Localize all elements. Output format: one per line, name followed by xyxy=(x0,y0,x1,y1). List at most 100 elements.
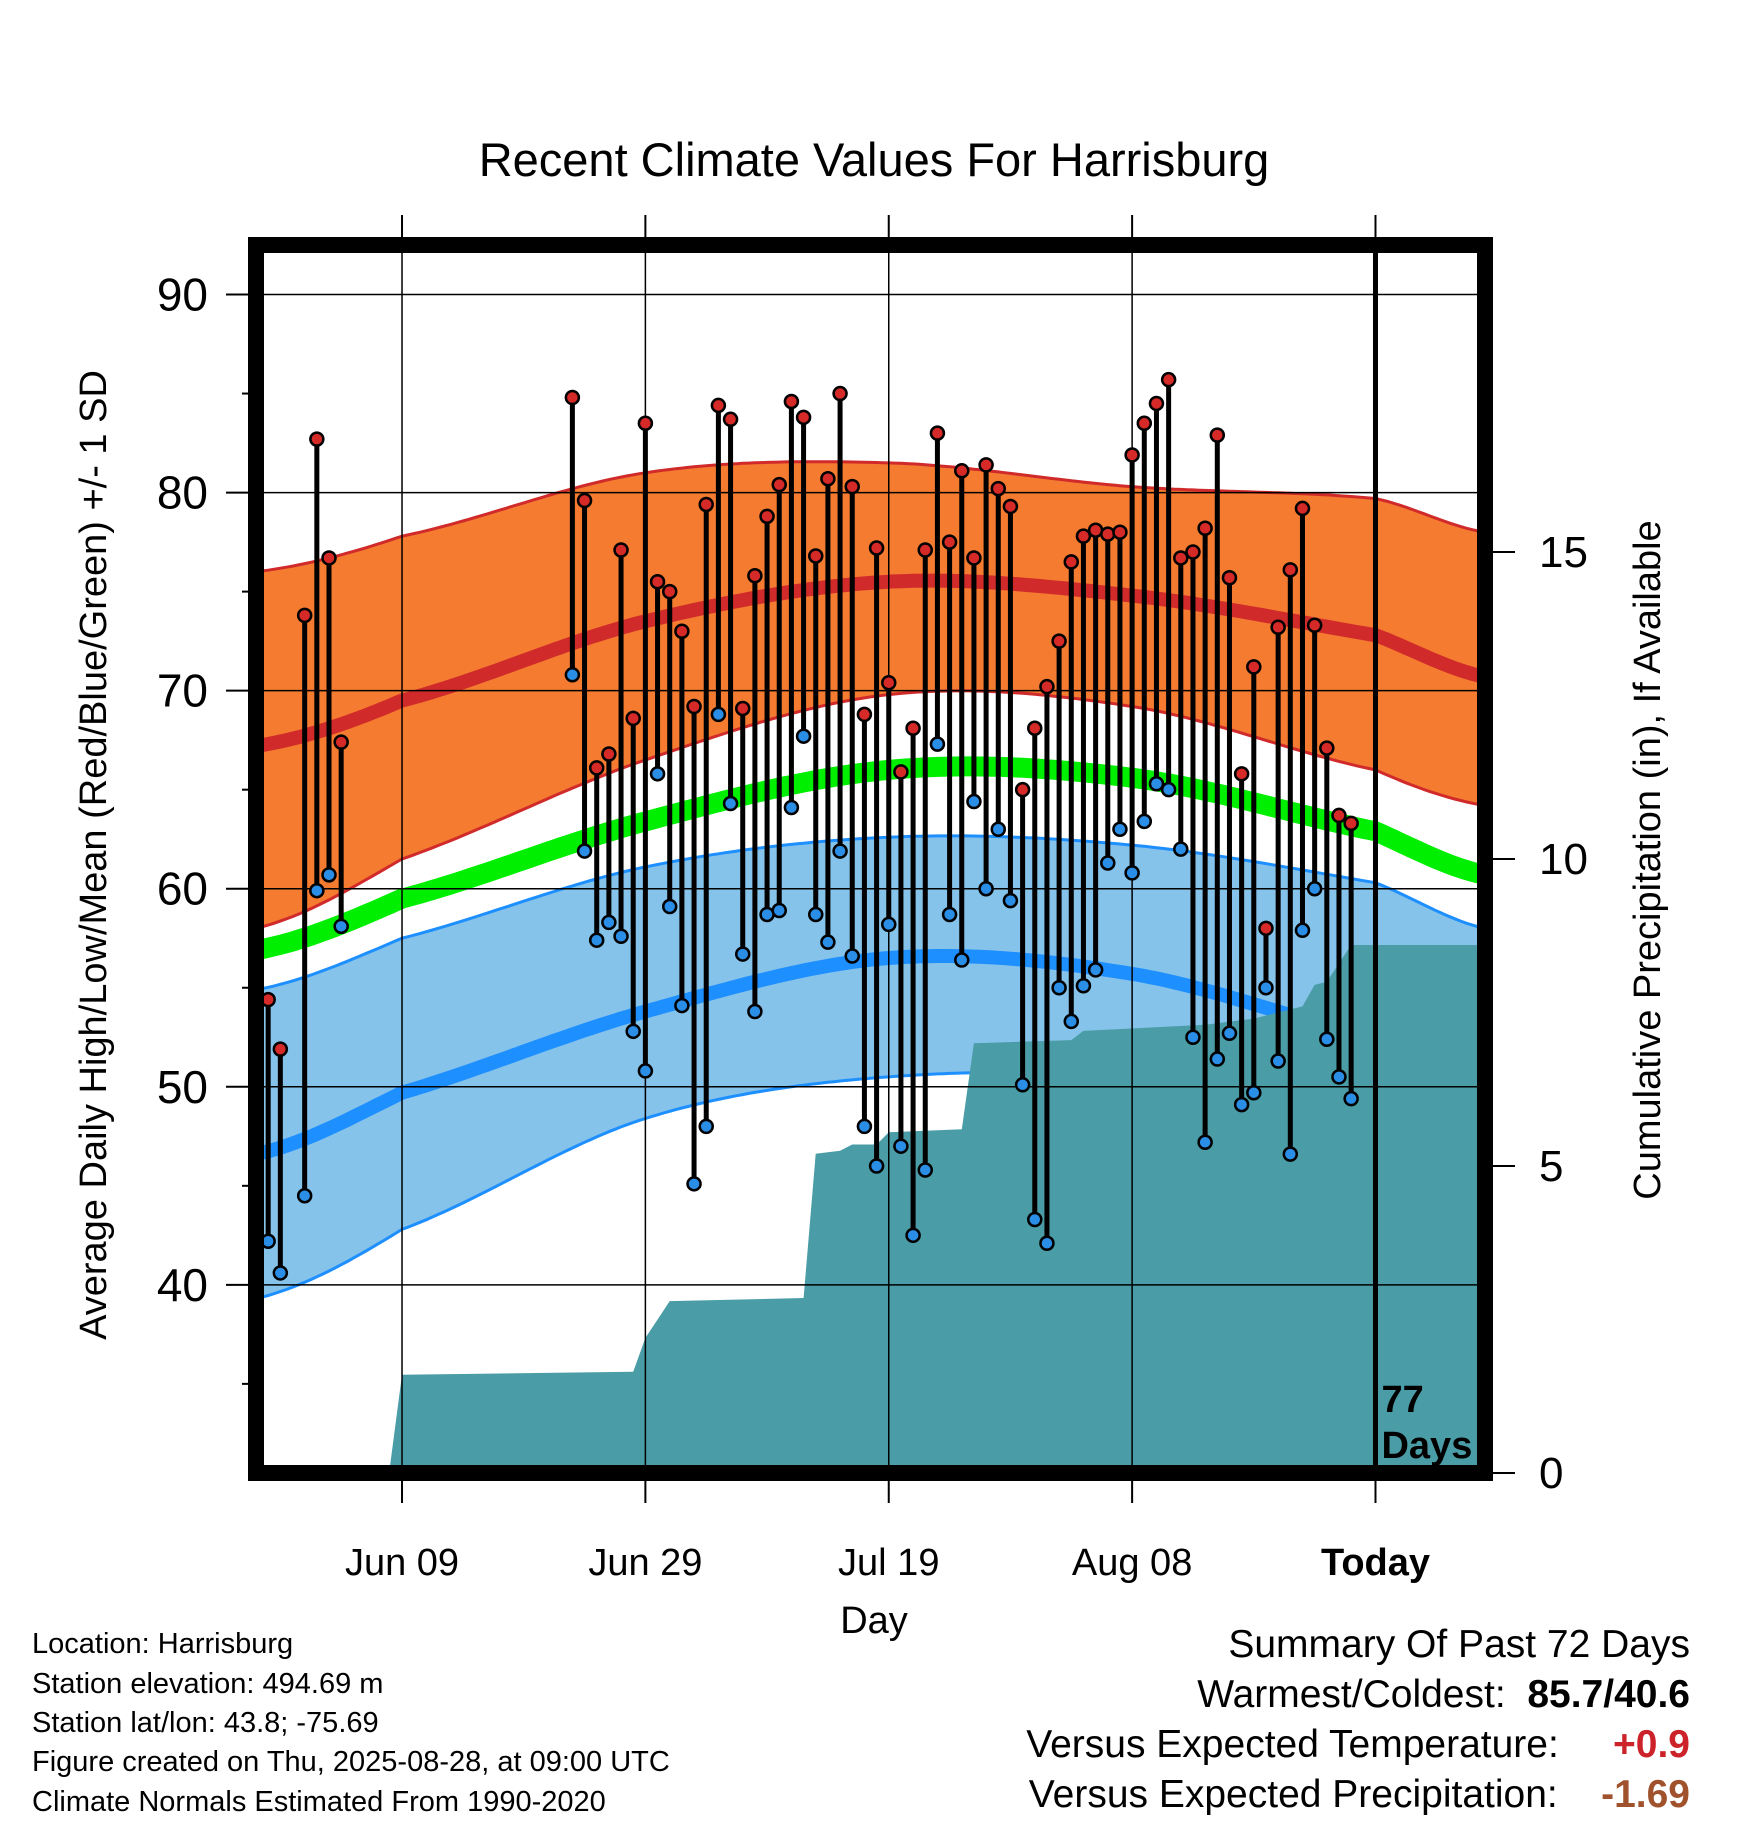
observed-high-point xyxy=(856,706,873,723)
observed-high-point xyxy=(1075,528,1092,544)
observed-high-point xyxy=(1233,766,1250,782)
observed-high-point xyxy=(674,623,690,639)
observed-low-point xyxy=(1282,1146,1299,1162)
precip-value: -1.69 xyxy=(1601,1773,1690,1816)
x-tick-label-4: Today xyxy=(1321,1542,1430,1584)
observed-high-point xyxy=(1112,524,1128,540)
observed-high-point xyxy=(1148,395,1165,412)
observed-low-point xyxy=(1246,1084,1262,1101)
observed-high-point xyxy=(1136,415,1153,432)
x-tick-label-1: Jun 29 xyxy=(588,1542,702,1584)
summary-warm-cold: Warmest/Coldest: 85.7/40.6 xyxy=(1197,1675,1690,1715)
observed-high-point xyxy=(1100,526,1116,542)
observed-high-point xyxy=(564,389,581,406)
observed-high-point xyxy=(296,607,313,624)
station-elevation: Station elevation: 494.69 m xyxy=(32,1668,384,1700)
observed-low-point xyxy=(1270,1053,1286,1069)
y-tick-label-90: 90 xyxy=(157,269,208,321)
observed-high-point xyxy=(917,542,934,558)
observed-high-point xyxy=(881,674,897,691)
chart-title: Recent Climate Values For Harrisburg xyxy=(479,133,1270,186)
observed-low-point xyxy=(929,736,946,752)
observed-low-point xyxy=(1112,821,1128,838)
y2-tick-label-5: 5 xyxy=(1539,1142,1563,1191)
observed-low-point xyxy=(309,882,325,899)
y2-tick-label-10: 10 xyxy=(1539,835,1588,884)
observed-high-point xyxy=(637,415,654,432)
observed-low-point xyxy=(905,1227,921,1244)
observed-low-point xyxy=(1100,855,1116,871)
observed-high-point xyxy=(1306,617,1323,634)
temp-value: +0.9 xyxy=(1613,1723,1690,1766)
observed-high-point xyxy=(1246,659,1262,675)
observed-low-point xyxy=(856,1118,873,1135)
normal-high-line xyxy=(256,573,1485,754)
x-tick-label-2: Jul 19 xyxy=(838,1542,939,1584)
temp-label: Versus Expected Temperature: xyxy=(1026,1723,1559,1766)
low-sd-band xyxy=(256,835,1485,1299)
observed-low-point xyxy=(990,821,1007,838)
observed-low-point xyxy=(783,799,800,816)
observed-high-point xyxy=(1343,815,1359,832)
warm-cold-label: Warmest/Coldest: xyxy=(1197,1673,1506,1716)
observed-high-point xyxy=(1185,544,1201,560)
observed-low-point xyxy=(710,706,727,723)
observed-high-point xyxy=(1294,500,1311,517)
observed-low-point xyxy=(272,1265,289,1281)
observed-high-point xyxy=(954,463,970,479)
observed-low-point xyxy=(832,843,848,859)
observed-low-point xyxy=(734,946,751,962)
precipitation-area xyxy=(256,945,1485,1473)
observed-low-point xyxy=(807,906,824,923)
observed-high-point xyxy=(734,700,751,717)
precip-label: Versus Expected Precipitation: xyxy=(1028,1773,1558,1816)
observed-low-point xyxy=(564,667,581,683)
observed-high-point xyxy=(966,550,982,566)
observed-low-point xyxy=(795,728,812,744)
observed-low-point xyxy=(1124,865,1140,881)
observed-low-point xyxy=(722,795,739,812)
observed-high-point xyxy=(649,573,666,590)
y-tick-label-60: 60 xyxy=(157,863,208,915)
observed-low-point xyxy=(1173,841,1189,857)
observed-high-point xyxy=(771,476,787,493)
observed-high-point xyxy=(978,457,994,473)
warm-cold-separator: / xyxy=(1603,1673,1615,1716)
observed-low-point xyxy=(1087,962,1104,978)
observed-low-point xyxy=(1027,1211,1043,1228)
observed-high-point xyxy=(309,431,325,447)
observed-low-point xyxy=(917,1162,934,1178)
observed-high-point xyxy=(990,480,1007,497)
station-latlon: Station lat/lon: 43.8; -75.69 xyxy=(32,1707,379,1739)
observed-high-point xyxy=(1270,619,1286,636)
observed-low-point xyxy=(625,1023,641,1040)
observed-low-point xyxy=(771,902,787,919)
observed-high-point xyxy=(795,409,812,426)
observed-low-point xyxy=(1331,1069,1347,1085)
observed-high-point xyxy=(1173,550,1189,566)
high-sd-band xyxy=(256,461,1485,929)
observed-high-point xyxy=(625,710,641,727)
observed-low-point xyxy=(1002,892,1019,909)
observed-low-point xyxy=(1209,1051,1226,1067)
observed-high-point xyxy=(868,540,885,556)
observed-high-point xyxy=(576,492,593,509)
observed-low-point xyxy=(296,1187,313,1204)
observed-low-point xyxy=(941,906,958,923)
observed-high-point xyxy=(321,550,337,566)
normals-note: Climate Normals Estimated From 1990-2020 xyxy=(32,1786,606,1818)
observed-low-point xyxy=(1221,1025,1238,1042)
observed-low-point xyxy=(1343,1090,1359,1107)
observed-low-point xyxy=(747,1003,763,1020)
observed-low-point xyxy=(1039,1235,1055,1251)
observed-low-point xyxy=(1075,978,1092,994)
warmest-value: 85.7 xyxy=(1527,1673,1604,1716)
observed-high-point xyxy=(807,548,824,564)
observed-low-point xyxy=(601,914,617,931)
observed-high-point xyxy=(1197,520,1213,536)
observed-low-point xyxy=(1051,979,1067,996)
observed-low-point xyxy=(613,928,629,944)
observed-low-point xyxy=(698,1118,714,1135)
today-days-number: 77 xyxy=(1381,1379,1423,1421)
